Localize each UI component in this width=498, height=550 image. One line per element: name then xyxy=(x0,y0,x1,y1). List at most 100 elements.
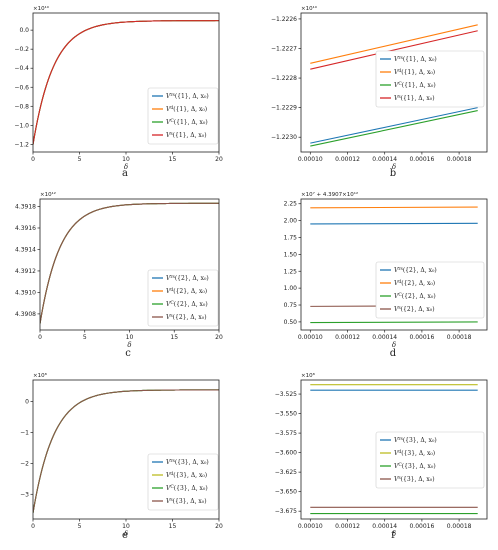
series-line-b-0 xyxy=(310,107,478,144)
legend-entry-f-2: VC({3}, Δ, x₀) xyxy=(394,462,436,470)
x-axis-label-b: δ xyxy=(392,163,396,171)
legend-entry-b-0: Vrs({1}, Δ, x₀) xyxy=(394,56,437,63)
y-tick-label-f-0: −3.525 xyxy=(275,391,297,398)
series-line-d-1 xyxy=(310,206,478,209)
plot-frame-d xyxy=(300,198,488,331)
x-axis-label-c: δ xyxy=(127,341,131,349)
x-tick-label-d-3: 0.00016 xyxy=(409,334,434,341)
legend-entry-f-3: Vs({3}, Δ, x₀) xyxy=(394,476,435,483)
panel-label-a: a xyxy=(122,168,128,179)
x-tick-label-a-1: 5 xyxy=(78,156,82,163)
x-tick-label-b-0: 0.00010 xyxy=(298,156,323,163)
axis-multiplier-d: ×10⁷ + 4.3907×10¹² xyxy=(301,191,358,198)
panel-e: 0 5 10 15 20 −3 −2 −1 0 ×10⁸ δe Vrs({3}, Δ, x₀) Vd({… xyxy=(20,372,223,541)
x-tick-label-e-0: 0 xyxy=(31,523,35,530)
legend-entry-f-1: Vd({3}, Δ, x₀) xyxy=(394,449,435,457)
x-tick-label-b-3: 0.00016 xyxy=(409,156,434,163)
panel-label-d: d xyxy=(390,348,397,359)
y-tick-label-a-1: −1.0 xyxy=(14,122,29,129)
axis-multiplier-f: ×10⁸ xyxy=(301,372,316,379)
panel-label-f: f xyxy=(391,530,396,541)
y-tick-label-c-1: 4.3910 xyxy=(15,289,36,296)
legend-entry-d-2: VC({2}, Δ, x₀) xyxy=(394,292,436,300)
legend-entry-d-0: Vrs({2}, Δ, x₀) xyxy=(394,267,437,274)
legend-entry-c-3: Vs({2}, Δ, x₀) xyxy=(166,314,207,321)
y-tick-label-d-5: 1.75 xyxy=(284,234,298,241)
y-tick-label-e-1: −2 xyxy=(20,460,29,467)
legend-entry-a-1: Vd({1}, Δ, x₀) xyxy=(166,105,207,113)
y-tick-label-a-2: −0.8 xyxy=(14,103,29,110)
y-tick-label-b-4: −1.2226 xyxy=(271,16,297,23)
axis-multiplier-b: ×10¹⁰ xyxy=(301,5,318,12)
legend-entry-e-3: Vs({3}, Δ, x₀) xyxy=(166,498,207,505)
x-tick-label-e-2: 10 xyxy=(122,523,130,530)
x-tick-label-a-0: 0 xyxy=(31,156,35,163)
series-line-b-3 xyxy=(310,30,478,70)
x-tick-label-f-0: 0.00010 xyxy=(298,523,323,530)
x-tick-label-c-0: 0 xyxy=(38,334,42,341)
panel-b: 0.00010 0.00012 0.00014 0.00016 0.00018 −1.22… xyxy=(271,5,488,179)
legend-entry-c-1: Vd({2}, Δ, x₀) xyxy=(166,287,207,295)
y-tick-label-d-4: 1.50 xyxy=(284,251,298,258)
panel-d: 0.00010 0.00012 0.00014 0.00016 0.00018 0.50 0… xyxy=(284,191,488,359)
x-tick-label-a-4: 20 xyxy=(215,156,223,163)
legend-b xyxy=(375,50,485,108)
y-tick-label-b-1: −1.2229 xyxy=(271,105,297,112)
x-tick-label-a-2: 10 xyxy=(122,156,130,163)
series-line-d-2 xyxy=(310,321,478,324)
panel-f: 0.00010 0.00012 0.00014 0.00016 0.00018 −3.52… xyxy=(275,372,488,541)
y-tick-label-c-2: 4.3912 xyxy=(15,268,36,275)
axis-multiplier-c: ×10¹² xyxy=(40,191,56,198)
legend-entry-e-2: VC({3}, Δ, x₀) xyxy=(166,484,208,492)
series-line-c-3 xyxy=(40,202,219,324)
x-axis-label-d: δ xyxy=(392,341,396,349)
legend-entry-d-1: Vd({2}, Δ, x₀) xyxy=(394,279,435,287)
x-axis-label-a: δ xyxy=(124,163,128,171)
y-tick-label-a-4: −0.4 xyxy=(14,65,29,72)
x-tick-label-b-4: 0.00018 xyxy=(447,156,472,163)
legend-entry-d-3: Vs({2}, Δ, x₀) xyxy=(394,306,435,313)
x-tick-label-d-0: 0.00010 xyxy=(298,334,323,341)
y-tick-label-f-4: −3.625 xyxy=(275,469,297,476)
series-line-a-3 xyxy=(33,20,219,145)
y-tick-label-f-2: −3.575 xyxy=(275,430,297,437)
legend-entry-b-3: Vs({1}, Δ, x₀) xyxy=(394,95,435,102)
y-tick-label-b-2: −1.2228 xyxy=(271,75,297,82)
y-tick-label-d-7: 2.25 xyxy=(284,201,298,208)
x-tick-label-b-1: 0.00012 xyxy=(335,156,360,163)
y-tick-label-c-4: 4.3916 xyxy=(15,225,36,232)
axis-multiplier-a: ×10¹⁰ xyxy=(33,5,50,12)
x-tick-label-c-3: 15 xyxy=(170,334,178,341)
panel-label-c: c xyxy=(125,348,131,359)
y-tick-label-e-0: −3 xyxy=(20,491,29,498)
x-tick-label-c-4: 20 xyxy=(215,334,223,341)
legend-entry-c-0: Vrs({2}, Δ, x₀) xyxy=(166,275,209,282)
x-tick-label-f-3: 0.00016 xyxy=(409,523,434,530)
x-axis-label-f: δ xyxy=(392,530,396,538)
legend-entry-b-2: VC({1}, Δ, x₀) xyxy=(394,81,436,89)
axis-multiplier-e: ×10⁸ xyxy=(33,372,48,379)
x-axis-label-e: δ xyxy=(124,530,128,538)
series-line-b-2 xyxy=(310,110,478,147)
y-tick-label-b-3: −1.2227 xyxy=(271,45,297,52)
y-tick-label-c-5: 4.3918 xyxy=(15,204,36,211)
y-tick-label-f-3: −3.600 xyxy=(275,450,297,457)
x-tick-label-c-1: 5 xyxy=(83,334,87,341)
legend-d xyxy=(375,261,485,319)
legend-e xyxy=(147,453,219,511)
y-tick-label-d-1: 0.75 xyxy=(284,302,298,309)
x-tick-label-e-3: 15 xyxy=(169,523,177,530)
y-tick-label-f-5: −3.650 xyxy=(275,489,297,496)
y-tick-label-d-6: 2.00 xyxy=(284,218,298,225)
legend-entry-a-2: VC({1}, Δ, x₀) xyxy=(166,118,208,126)
series-line-e-3 xyxy=(33,389,219,513)
panel-label-b: b xyxy=(390,168,396,179)
legend-entry-c-2: VC({2}, Δ, x₀) xyxy=(166,300,208,308)
x-tick-label-f-4: 0.00018 xyxy=(447,523,472,530)
x-tick-label-f-1: 0.00012 xyxy=(335,523,360,530)
y-tick-label-e-3: 0 xyxy=(25,399,29,406)
y-tick-label-f-6: −3.675 xyxy=(275,508,297,515)
legend-f xyxy=(375,431,485,489)
x-tick-label-d-1: 0.00012 xyxy=(335,334,360,341)
series-line-d-0 xyxy=(310,222,478,225)
